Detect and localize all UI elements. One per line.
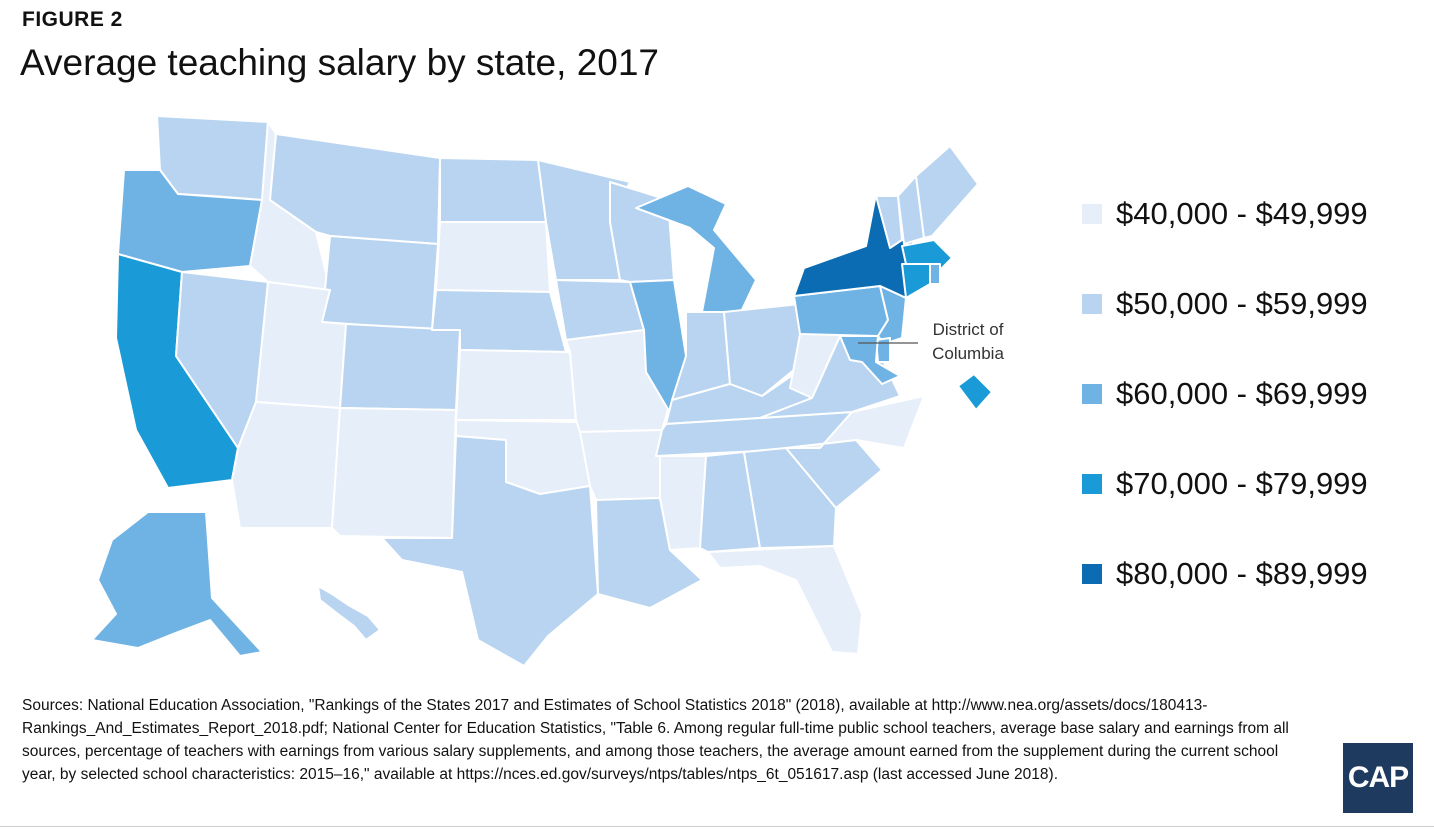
state-nm: [331, 407, 457, 539]
dc-callout-label: District of Columbia: [922, 318, 1014, 366]
legend-swatch-80-89: [1082, 564, 1102, 584]
state-fl: [707, 545, 863, 655]
state-tx: [381, 435, 599, 667]
state-ak: [91, 511, 263, 657]
legend-label-40-49: $40,000 - $49,999: [1116, 196, 1368, 231]
state-wy: [321, 235, 439, 331]
state-ar: [579, 429, 663, 501]
map-title: Average teaching salary by state, 2017: [20, 42, 660, 83]
state-az: [231, 401, 341, 529]
figure-kicker: FIGURE 2: [22, 8, 123, 31]
state-oh: [723, 303, 807, 397]
us-map: [91, 115, 993, 667]
state-mi: [635, 185, 757, 315]
us-map-svg: [91, 115, 993, 667]
legend-swatch-40-49: [1082, 204, 1102, 224]
sources-note: Sources: National Education Association,…: [22, 697, 1289, 783]
legend-label-70-79: $70,000 - $79,999: [1116, 466, 1368, 501]
state-dc: [957, 373, 993, 411]
legend-label-50-59: $50,000 - $59,999: [1116, 286, 1368, 321]
legend-swatch-70-79: [1082, 474, 1102, 494]
state-ct: [901, 263, 931, 299]
legend-swatch-50-59: [1082, 294, 1102, 314]
state-sd: [435, 221, 551, 293]
state-md: [839, 335, 901, 385]
legend-label-80-89: $80,000 - $89,999: [1116, 556, 1368, 591]
legend-label-60-69: $60,000 - $69,999: [1116, 376, 1368, 411]
state-vt: [875, 195, 903, 249]
state-hi: [317, 585, 381, 641]
cap-logo: CAP: [1343, 743, 1413, 813]
legend-swatch-60-69: [1082, 384, 1102, 404]
state-ks: [455, 349, 577, 421]
dc-callout-line1: District of: [932, 320, 1004, 339]
bottom-rule: [0, 826, 1434, 827]
state-ma: [901, 239, 953, 271]
state-co: [339, 323, 461, 411]
state-nd: [439, 157, 547, 223]
state-ga: [743, 447, 837, 549]
state-ri: [929, 263, 941, 285]
state-ms: [659, 455, 707, 551]
dc-callout-line2: Columbia: [932, 344, 1004, 363]
state-me: [915, 145, 979, 239]
